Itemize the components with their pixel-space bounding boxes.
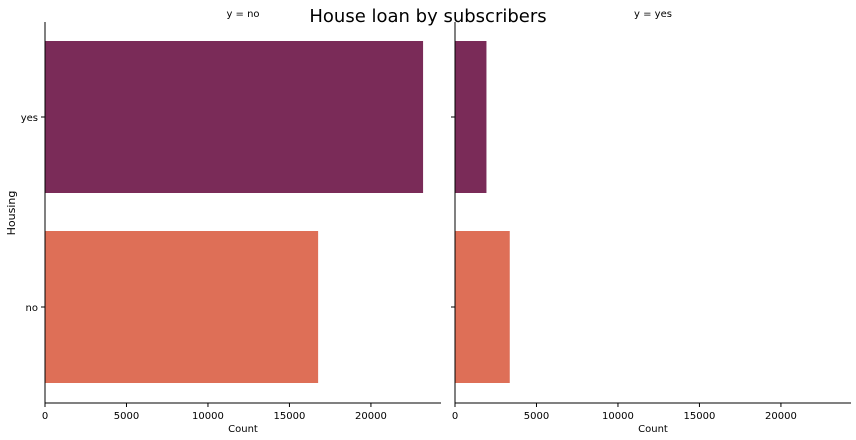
panel-title: y = yes — [634, 9, 672, 20]
x-axis-label: Count — [638, 424, 668, 435]
bar-no — [45, 231, 319, 383]
x-tick-label: 10000 — [192, 411, 224, 422]
y-tick-label: yes — [21, 113, 38, 124]
x-tick-label: 15000 — [274, 411, 306, 422]
y-tick-label: no — [26, 303, 38, 314]
x-tick-label: 0 — [42, 411, 48, 422]
x-tick-label: 0 — [452, 411, 458, 422]
x-axis-label: Count — [228, 424, 258, 435]
bar-yes — [455, 41, 487, 193]
panel-1: y = no yes no 0 5000 10000 15000 20000 Count — [21, 9, 441, 435]
bar-no — [455, 231, 510, 383]
chart-title: House loan by subscribers — [309, 6, 546, 27]
x-tick-label: 20000 — [765, 411, 797, 422]
x-tick-label: 20000 — [355, 411, 387, 422]
x-tick-label: 15000 — [684, 411, 716, 422]
panel-title: y = no — [226, 9, 259, 20]
x-tick-label: 5000 — [114, 411, 139, 422]
panel-2: y = yes 0 5000 10000 15000 20000 Count — [451, 9, 851, 435]
bar-yes — [45, 41, 424, 193]
x-tick-label: 5000 — [524, 411, 549, 422]
x-tick-label: 10000 — [602, 411, 634, 422]
y-axis-label: Housing — [5, 191, 18, 236]
